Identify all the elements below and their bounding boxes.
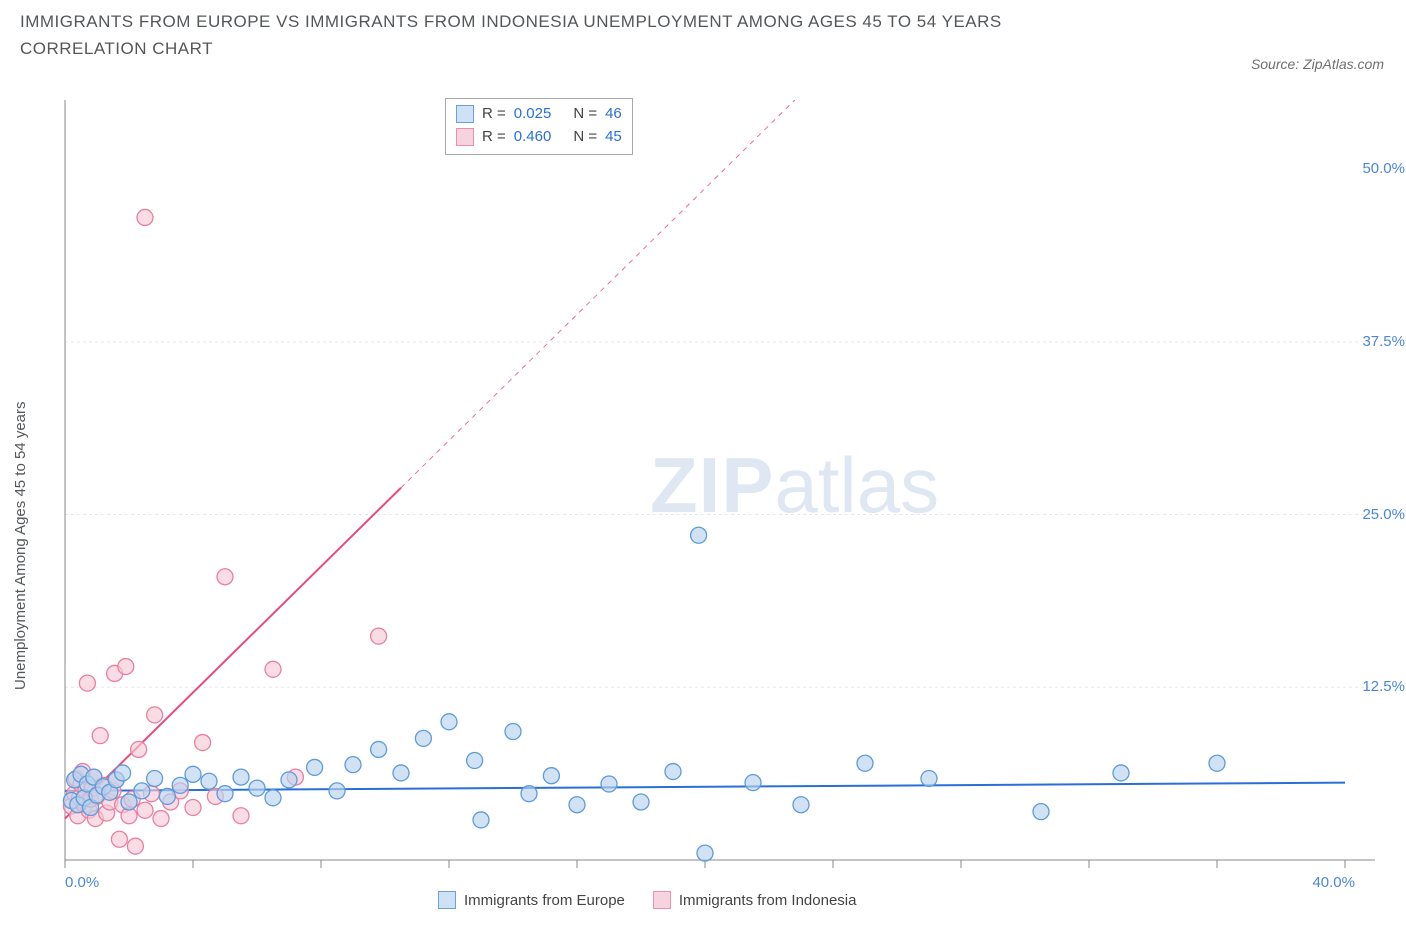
legend-item: Immigrants from Indonesia (653, 891, 857, 909)
r-label: R = (482, 103, 506, 126)
n-label: N = (573, 103, 597, 126)
r-label: R = (482, 126, 506, 149)
chart-area (55, 92, 1385, 902)
legend-swatch (456, 105, 474, 123)
x-tick-label: 40.0% (1295, 874, 1355, 891)
legend-swatch (653, 891, 671, 909)
n-value: 46 (605, 103, 622, 126)
series-legend: Immigrants from Europe Immigrants from In… (438, 891, 856, 909)
stats-row: R = 0.025 N = 46 (456, 103, 622, 126)
r-value: 0.460 (514, 126, 552, 149)
legend-label: Immigrants from Europe (464, 892, 625, 909)
source-label: Source: ZipAtlas.com (1251, 56, 1384, 72)
correlation-stats-legend: R = 0.025 N = 46 R = 0.460 N = 45 (445, 98, 633, 155)
scatter-chart-svg (55, 92, 1385, 902)
legend-swatch (438, 891, 456, 909)
legend-swatch (456, 128, 474, 146)
legend-label: Immigrants from Indonesia (679, 892, 857, 909)
x-tick-label: 0.0% (65, 874, 99, 891)
y-tick-label: 37.5% (1335, 333, 1405, 350)
y-tick-label: 12.5% (1335, 678, 1405, 695)
y-tick-label: 25.0% (1335, 506, 1405, 523)
n-label: N = (573, 126, 597, 149)
y-tick-label: 50.0% (1335, 160, 1405, 177)
r-value: 0.025 (514, 103, 552, 126)
n-value: 45 (605, 126, 622, 149)
stats-row: R = 0.460 N = 45 (456, 126, 622, 149)
legend-item: Immigrants from Europe (438, 891, 625, 909)
y-axis-label: Unemployment Among Ages 45 to 54 years (12, 401, 29, 690)
chart-title: IMMIGRANTS FROM EUROPE VS IMMIGRANTS FRO… (20, 8, 1120, 62)
